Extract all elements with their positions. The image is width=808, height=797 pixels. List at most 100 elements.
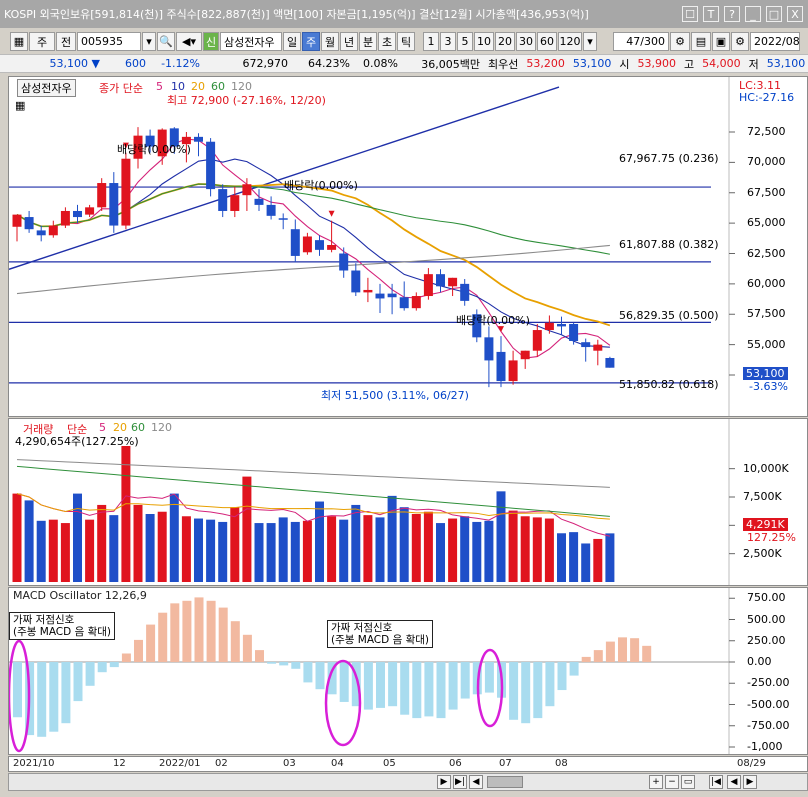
- candle-body: [302, 236, 312, 253]
- period-second[interactable]: 초: [378, 32, 396, 51]
- interval-10[interactable]: 10: [474, 32, 494, 51]
- macd-chart-svg: [9, 588, 735, 754]
- interval-dropdown-icon[interactable]: ▾: [583, 32, 597, 51]
- dividend-note-1: 배당락(0.00%): [117, 143, 191, 156]
- zoom-fit-icon[interactable]: ▭: [681, 775, 695, 789]
- price-change: 600: [125, 57, 146, 70]
- ma120-label: 120: [231, 80, 252, 93]
- vol-ma60-label: 60: [131, 421, 145, 434]
- chart-scrollbar[interactable]: ▶ ▶| ◀ + − ▭ |◀ ◀ ▶: [8, 773, 808, 791]
- interval-120[interactable]: 120: [558, 32, 582, 51]
- save-icon[interactable]: ▣: [712, 32, 730, 51]
- stock-code-input[interactable]: 005935: [77, 32, 141, 51]
- macd-bar: [109, 662, 119, 668]
- signal-button[interactable]: 신: [203, 32, 219, 51]
- zoom-icon[interactable]: ▤: [691, 32, 711, 51]
- macd-bar: [581, 656, 591, 662]
- search-icon[interactable]: 🔍: [157, 32, 175, 51]
- candle-body: [605, 357, 615, 368]
- candle-body: [436, 274, 445, 287]
- volume-bar: [73, 493, 82, 582]
- scroll-next-icon[interactable]: ▶: [743, 775, 757, 789]
- window-minimize-button[interactable]: _: [745, 6, 761, 22]
- period-minute[interactable]: 분: [359, 32, 377, 51]
- volume-bar: [423, 511, 433, 582]
- gear-icon[interactable]: ⚙: [731, 32, 749, 51]
- macd-bar: [351, 662, 361, 707]
- period-day[interactable]: 일: [283, 32, 301, 51]
- window-close-button[interactable]: X: [787, 6, 803, 22]
- scroll-back-icon[interactable]: ◀: [469, 775, 483, 789]
- volume-bar: [60, 523, 70, 582]
- volume-bar: [181, 516, 191, 582]
- scroll-home-icon[interactable]: |◀: [709, 775, 723, 789]
- chart-settings-icon[interactable]: ⚙: [670, 32, 690, 51]
- page-count-input[interactable]: 47/300: [613, 32, 669, 51]
- interval-60[interactable]: 60: [537, 32, 557, 51]
- macd-bar: [630, 638, 640, 662]
- price-tick-label: 70,000: [747, 155, 786, 169]
- scroll-prev-icon[interactable]: ◀: [727, 775, 741, 789]
- period-week[interactable]: 주: [302, 32, 320, 51]
- interval-3[interactable]: 3: [440, 32, 456, 51]
- volume-bar: [145, 514, 155, 582]
- window-font-button[interactable]: T: [703, 6, 719, 22]
- high-label: 고: [684, 57, 695, 71]
- period-tick[interactable]: 틱: [397, 32, 415, 51]
- volume-bar: [24, 500, 34, 582]
- candle-body: [387, 293, 397, 298]
- scroll-thumb[interactable]: [487, 776, 523, 788]
- macd-bar: [97, 662, 107, 673]
- candle-body: [411, 296, 421, 309]
- scroll-right-icon[interactable]: ▶: [437, 775, 451, 789]
- volume-bar: [569, 532, 579, 582]
- zoom-in-icon[interactable]: +: [649, 775, 663, 789]
- callout-1-line-2: (주봉 MACD 음 확대): [13, 626, 111, 638]
- macd-bar: [448, 662, 458, 710]
- candle-body: [121, 158, 131, 226]
- macd-title: MACD Oscillator 12,26,9: [13, 589, 147, 602]
- interval-20[interactable]: 20: [495, 32, 515, 51]
- window-maximize-button[interactable]: □: [766, 6, 782, 22]
- price-chart-svg: [9, 77, 735, 416]
- macd-pane[interactable]: MACD Oscillator 12,26,9 750.00 500.00 250.…: [8, 587, 808, 755]
- macd-bar: [509, 662, 519, 720]
- volume-bar: [532, 517, 542, 582]
- fake-signal-circle-1: [324, 659, 362, 747]
- candle-body: [230, 195, 240, 211]
- best-bid: 53,200: [526, 57, 565, 70]
- interval-5[interactable]: 5: [457, 32, 473, 51]
- volume-bar: [278, 517, 288, 582]
- date-input[interactable]: 2022/08/29: [750, 32, 800, 51]
- volume-bar: [315, 501, 324, 582]
- price-pane[interactable]: 삼성전자우 종가 단순 5 10 20 60 120 ▦ LC:3.11 HC:…: [8, 76, 808, 417]
- macd-bar: [388, 662, 398, 707]
- volume-bar: [593, 538, 603, 582]
- sound-icon[interactable]: ◀▾: [176, 32, 202, 51]
- price-change-pct: -1.12%: [161, 57, 200, 70]
- volume-bar: [520, 516, 530, 582]
- layout-icon[interactable]: ▦: [10, 32, 28, 51]
- volume-value: 672,970: [242, 57, 289, 70]
- code-dropdown-icon[interactable]: ▾: [142, 32, 156, 51]
- dividend-arrow-1: [328, 210, 335, 217]
- prev-button[interactable]: 전: [56, 32, 76, 51]
- candle-body: [242, 184, 252, 196]
- macd-bar: [557, 662, 567, 691]
- window-tile-button[interactable]: ☐: [682, 6, 698, 22]
- zoom-out-icon[interactable]: −: [665, 775, 679, 789]
- ma5-label: 5: [156, 80, 163, 93]
- macd-bar: [339, 662, 349, 702]
- interval-30[interactable]: 30: [516, 32, 536, 51]
- chart-menu-icon[interactable]: ▦: [15, 99, 26, 112]
- interval-1[interactable]: 1: [423, 32, 439, 51]
- volume-pane[interactable]: 거래량 단순 5 20 60 120 4,290,654주(127.25%) 1…: [8, 418, 808, 586]
- period-month[interactable]: 월: [321, 32, 339, 51]
- volume-bar: [436, 523, 445, 582]
- high-note: 최고 72,900 (-27.16%, 12/20): [167, 94, 326, 107]
- window-help-button[interactable]: ?: [724, 6, 740, 22]
- market-select[interactable]: 주: [29, 32, 55, 51]
- volume-bar: [472, 521, 482, 582]
- scroll-end-icon[interactable]: ▶|: [453, 775, 467, 789]
- period-year[interactable]: 년: [340, 32, 358, 51]
